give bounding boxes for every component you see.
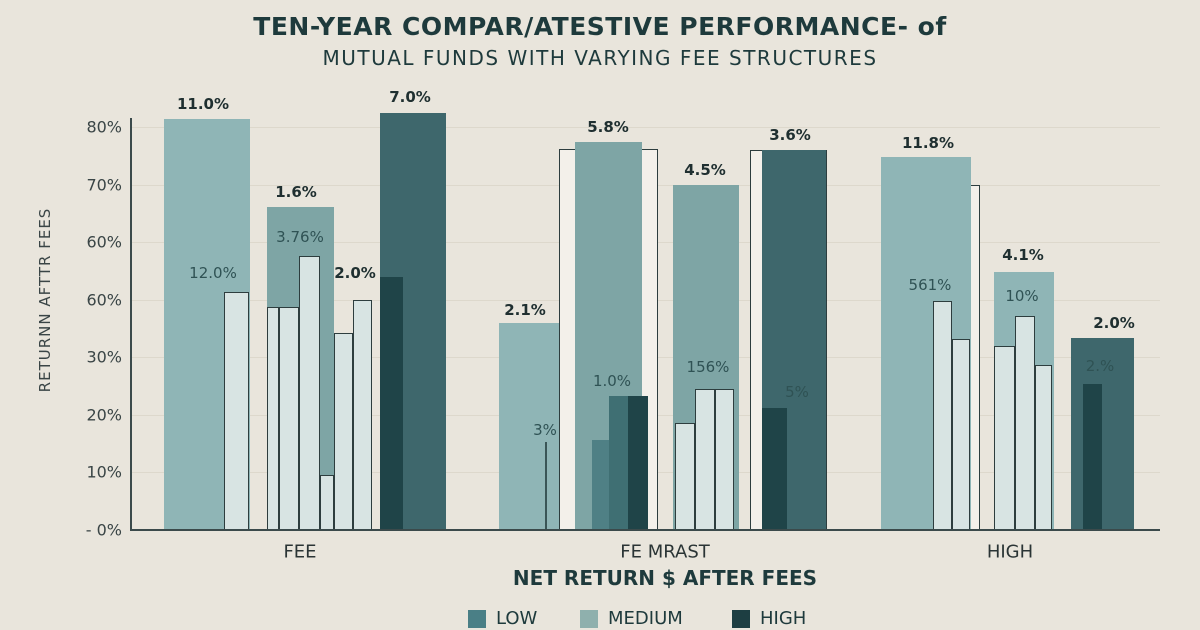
y-axis-label: RETURNN AFTTR FEES (36, 207, 54, 393)
bar-pale (320, 474, 334, 530)
bar-teal2 (609, 395, 628, 530)
bar-pale (695, 388, 715, 530)
bar-pale (279, 307, 299, 530)
data-label: 2.0% (334, 264, 376, 282)
data-label: 1.0% (592, 372, 632, 390)
data-label: 2.% (1085, 357, 1115, 375)
data-label: 11.8% (901, 134, 955, 152)
bar-pale (334, 333, 353, 530)
legend-swatch-high (732, 609, 750, 628)
bar-darkteal (1071, 337, 1134, 530)
data-label: 2.1% (504, 301, 546, 319)
legend-swatch-medium (580, 609, 598, 628)
data-label: 12.0% (189, 264, 237, 282)
chart-subtitle: MUTUAL FUNDS WITH VARYING FEE STRUCTURES (322, 46, 878, 70)
data-label: 561% (908, 276, 952, 294)
y-tick-label: 30% (86, 347, 122, 367)
category-label-fee: FEE (283, 541, 317, 563)
x-axis-line (130, 529, 1160, 531)
data-label: 5.8% (587, 118, 629, 136)
legend-label-low: LOW (496, 608, 538, 629)
y-tick-label: 10% (86, 462, 122, 482)
bar-pale (1015, 315, 1035, 530)
bar-pale (675, 422, 695, 530)
bar-dark (762, 407, 787, 530)
data-label: 1.6% (275, 183, 317, 201)
bar-dark (628, 395, 648, 530)
bar-midteal (592, 440, 609, 530)
y-tick-label: 60% (86, 290, 122, 310)
bar-line (545, 441, 547, 530)
data-label: 3.76% (276, 228, 324, 246)
data-label: 7.0% (389, 88, 431, 106)
category-label-middle: FE MRAST (620, 541, 710, 563)
y-axis-line (130, 118, 132, 531)
legend-swatch-low (468, 609, 486, 628)
legend-item-medium: MEDIUM (580, 608, 683, 629)
y-tick-label: 20% (86, 405, 122, 425)
data-label: 5% (785, 383, 809, 401)
bar-pale (299, 255, 320, 530)
bar-pale (353, 299, 372, 530)
bar-dark (380, 277, 403, 530)
data-label: 3.6% (769, 126, 811, 144)
y-tick-label: 70% (86, 175, 122, 195)
bar-pale (715, 388, 734, 530)
x-axis-label: NET RETURN $ AFTER FEES (512, 566, 818, 590)
legend-label-high: HIGH (760, 608, 807, 629)
data-label: 4.1% (1002, 246, 1044, 264)
bar-light (499, 322, 559, 530)
bar-pale (267, 307, 279, 530)
bar-dark (1083, 383, 1102, 530)
y-tick-label: - 0% (85, 520, 122, 540)
data-label: 10% (1005, 287, 1039, 305)
data-label: 156% (686, 358, 730, 376)
data-label: 2.0% (1093, 314, 1135, 332)
bar-pale (1035, 364, 1052, 530)
bar-pale (933, 300, 952, 530)
legend-item-high: HIGH (732, 608, 806, 629)
legend-label-medium: MEDIUM (608, 608, 683, 629)
y-tick-label: 60% (86, 232, 122, 252)
bar-pale (224, 292, 249, 530)
data-label: 4.5% (684, 161, 726, 179)
bar-pale (952, 338, 970, 530)
bar-pale (994, 345, 1015, 530)
data-label: 11.0% (176, 95, 230, 113)
data-label: 3% (533, 421, 557, 439)
legend-item-low: LOW (468, 608, 537, 629)
gridline (130, 127, 1160, 128)
y-tick-label: 80% (86, 117, 122, 137)
category-label-high: HIGH (986, 541, 1034, 563)
chart-title: TEN-YEAR COMPAR/ATESTIVE PERFORMANCE- of (253, 12, 947, 41)
